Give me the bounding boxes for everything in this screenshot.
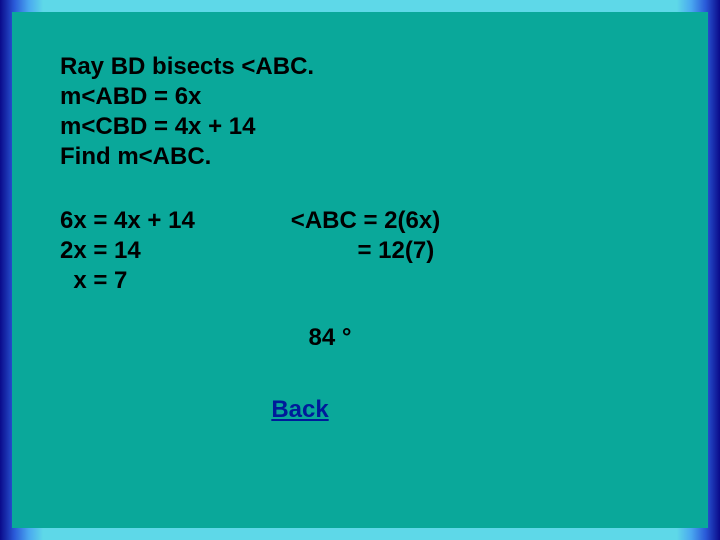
answer-text: 84 ° [0,324,660,352]
problem-line-1: Ray BD bisects <ABC. [60,52,660,82]
work-right-line-1: <ABC = 2(6x) [291,207,440,234]
problem-statement: Ray BD bisects <ABC. m<ABD = 6x m<CBD = … [60,52,660,172]
slide-panel: Ray BD bisects <ABC. m<ABD = 6x m<CBD = … [12,12,708,528]
work-left-line-2: 2x = 14 [60,237,141,264]
work-left-line-1: 6x = 4x + 14 [60,207,195,234]
work-right-line-2: = 12(7) [291,237,434,264]
problem-line-4: Find m<ABC. [60,142,660,172]
work-right-column: <ABC = 2(6x) = 12(7) [291,206,440,296]
problem-line-2: m<ABD = 6x [60,82,660,112]
work-left-line-3: x = 7 [60,267,127,294]
slide-frame: Ray BD bisects <ABC. m<ABD = 6x m<CBD = … [0,0,720,540]
work-left-column: 6x = 4x + 14 2x = 14 x = 7 [60,206,195,296]
work-row: 6x = 4x + 14 2x = 14 x = 7 <ABC = 2(6x) … [60,206,660,296]
back-link[interactable]: Back [0,396,660,424]
problem-line-3: m<CBD = 4x + 14 [60,112,660,142]
